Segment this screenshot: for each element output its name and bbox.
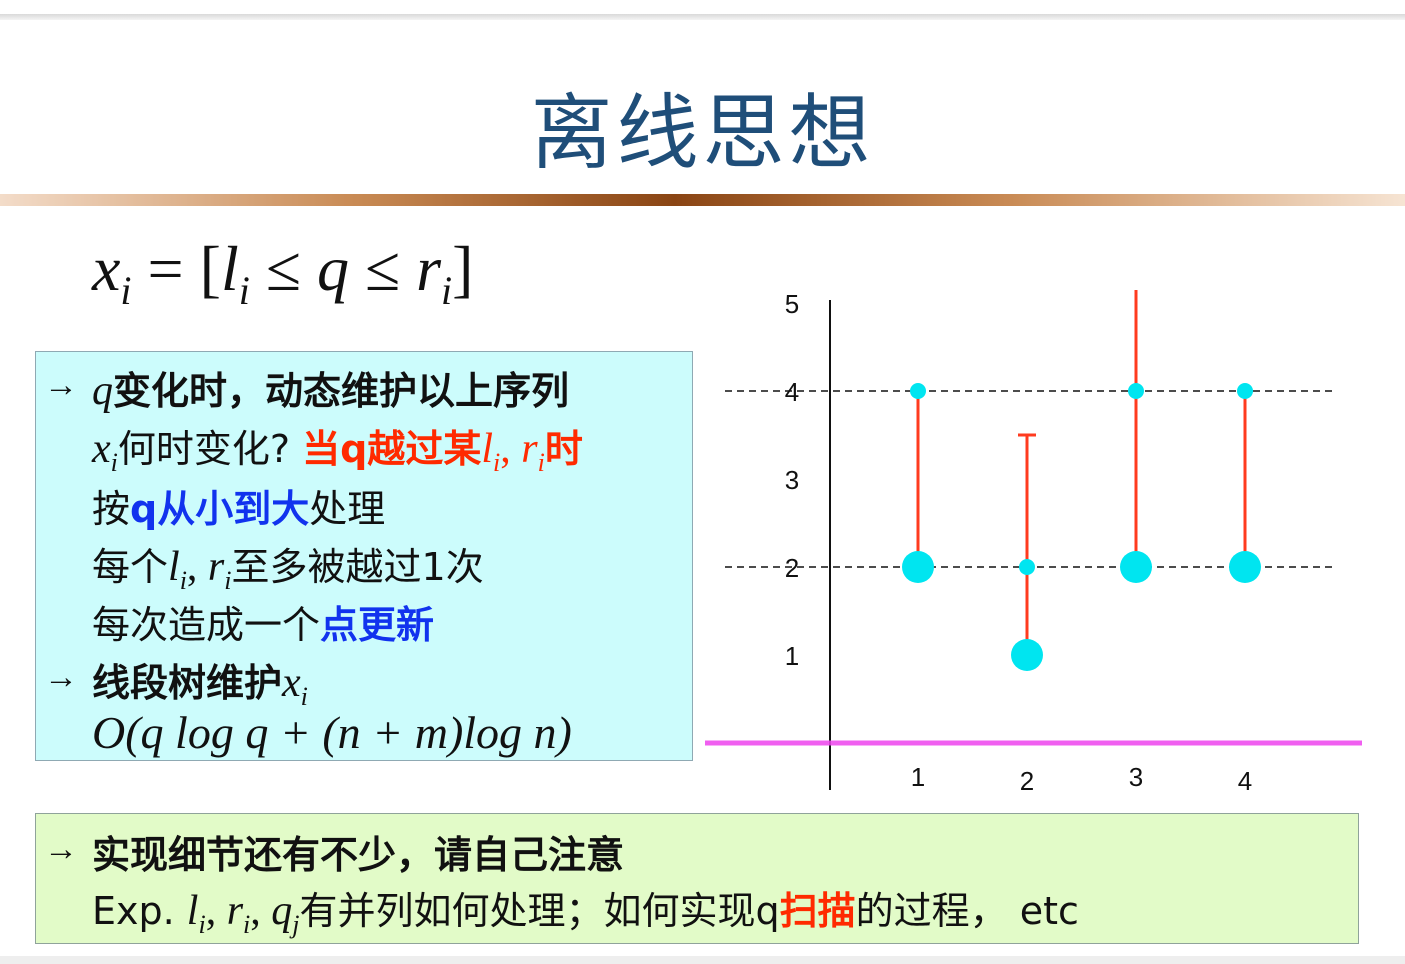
- main-formula: xi = [li ≤ q ≤ ri]: [92, 233, 474, 313]
- bullet-arrow-icon: →: [44, 366, 78, 404]
- notes-box: → 实现细节还有不少，请自己注意 Exp. li, ri, qj有并列如何处理；…: [35, 813, 1359, 944]
- data-point: [1128, 383, 1144, 399]
- box1-line6: 线段树维护xi: [92, 660, 308, 711]
- data-point: [1019, 559, 1035, 575]
- title-divider: [0, 194, 1405, 206]
- x-tick-label: 4: [1238, 766, 1252, 796]
- x-tick-label: 2: [1020, 766, 1034, 796]
- data-point: [902, 551, 934, 583]
- bullet-arrow-icon: →: [44, 830, 78, 868]
- box1-line3: 按q从小到大处理: [92, 487, 386, 531]
- top-border: [0, 14, 1405, 20]
- box1-line1: q变化时，动态维护以上序列: [92, 368, 570, 414]
- x-tick-label: 1: [911, 762, 925, 792]
- box2-line1: 实现细节还有不少，请自己注意: [92, 833, 625, 877]
- y-tick-label: 3: [785, 465, 799, 495]
- y-tick-label: 2: [785, 553, 799, 583]
- bottom-border: [0, 956, 1405, 964]
- box1-line5: 每次造成一个点更新: [92, 603, 435, 647]
- data-point: [1120, 551, 1152, 583]
- data-point: [910, 383, 926, 399]
- bullet-arrow-icon: →: [44, 658, 78, 696]
- box2-line2: Exp. li, ri, qj有并列如何处理；如何实现q扫描的过程， etc: [92, 888, 1079, 939]
- data-point: [1229, 551, 1261, 583]
- y-tick-label: 1: [785, 641, 799, 671]
- box1-line2: xi何时变化? 当q越过某li, ri时: [92, 426, 583, 477]
- explanation-box: → q变化时，动态维护以上序列 xi何时变化? 当q越过某li, ri时 按q从…: [35, 351, 693, 761]
- box1-line4: 每个li, ri至多被越过1次: [92, 544, 484, 595]
- slide-title: 离线思想: [530, 86, 875, 181]
- x-tick-label: 3: [1129, 762, 1143, 792]
- data-point: [1011, 639, 1043, 671]
- y-tick-label: 5: [785, 290, 799, 319]
- interval-chart: 1 2 3 4 5 1 2 3 4: [705, 290, 1362, 796]
- y-tick-label: 4: [785, 377, 799, 407]
- data-point: [1237, 383, 1253, 399]
- box1-line7: O(q log q + (n + m)log n): [92, 707, 572, 758]
